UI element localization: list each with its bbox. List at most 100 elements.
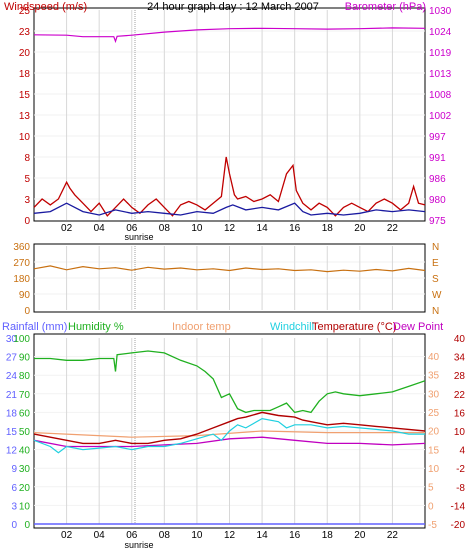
direction-series (33, 265, 426, 273)
wind-series (33, 27, 426, 217)
barometer-axis: 975 980 986 991 997 1002 1008 1013 1019 1024 1030 (429, 6, 452, 227)
temp-x-ticks: 02 04 06 08 10 12 14 16 18 20 22 (61, 530, 398, 541)
hum-tick-5: 50 (19, 427, 31, 438)
indoor-tick-9: 40 (428, 352, 440, 363)
wind-tick-10: 25 (19, 6, 31, 17)
temp-tick-4: 4 (459, 446, 465, 457)
humidity-label: Humidity % (68, 321, 124, 333)
x-tick-18: 18 (322, 530, 334, 541)
x-tick-16: 16 (289, 223, 301, 234)
sunrise-label-2: sunrise (124, 540, 153, 550)
x-tick-20: 20 (354, 530, 366, 541)
baro-tick-1: 980 (429, 195, 446, 206)
temp-tick-6: 16 (454, 408, 466, 419)
hum-tick-1: 10 (19, 501, 31, 512)
rain-tick-7: 21 (6, 390, 18, 401)
temp-grid (34, 338, 425, 524)
average-wind-line (33, 202, 426, 216)
indoor-temp-line (33, 430, 425, 438)
compass-tick-1: W (432, 290, 442, 301)
temp-tick-9: 34 (454, 353, 466, 364)
indoor-tick-2: 5 (428, 483, 434, 494)
baro-tick-10: 1030 (429, 6, 452, 17)
temperature-line (33, 411, 426, 445)
baro-tick-4: 997 (429, 132, 446, 143)
direction-line (33, 265, 426, 273)
rain-tick-1: 3 (11, 501, 17, 512)
hum-tick-8: 80 (19, 371, 31, 382)
dewpoint-label: Dew Point (393, 321, 443, 333)
sunrise-label-1: sunrise (124, 232, 153, 242)
wind-grid (34, 10, 425, 220)
hum-tick-0: 0 (24, 520, 30, 531)
x-tick-22: 22 (387, 223, 399, 234)
x-tick-18: 18 (322, 223, 334, 234)
wind-x-ticks: 02 04 06 08 10 12 14 16 18 20 22 (61, 223, 398, 234)
direction-degree-axis: 0 90 180 270 360 (13, 242, 30, 317)
temp-series (33, 350, 426, 525)
wind-tick-7: 18 (19, 69, 31, 80)
hum-tick-3: 30 (19, 464, 31, 475)
rain-tick-8: 24 (6, 371, 18, 382)
baro-tick-0: 975 (429, 216, 446, 227)
compass-tick-2: S (432, 274, 439, 285)
hum-tick-10: 100 (13, 334, 30, 345)
x-tick-02: 02 (61, 223, 73, 234)
baro-tick-6: 1008 (429, 90, 452, 101)
x-tick-16: 16 (289, 530, 301, 541)
dewpoint-line (33, 436, 426, 448)
wind-tick-3: 8 (24, 153, 30, 164)
x-tick-04: 04 (94, 530, 106, 541)
indoor-tick-5: 20 (428, 427, 440, 438)
dir-tick-3: 270 (13, 258, 30, 269)
wind-tick-5: 13 (19, 111, 31, 122)
x-tick-22: 22 (387, 530, 399, 541)
x-tick-10: 10 (191, 530, 203, 541)
x-tick-12: 12 (224, 530, 236, 541)
wind-tick-4: 10 (19, 132, 31, 143)
baro-tick-3: 991 (429, 153, 446, 164)
baro-tick-8: 1019 (429, 48, 452, 59)
dir-tick-2: 180 (13, 274, 30, 285)
indoor-temp-label: Indoor temp (172, 321, 231, 333)
temperature-axis: -20 -14 -8 -2 4 10 16 22 28 34 40 (451, 334, 466, 531)
hum-tick-2: 20 (19, 483, 31, 494)
x-tick-06: 06 (126, 223, 138, 234)
hum-tick-9: 90 (19, 353, 31, 364)
indoor-tick-4: 15 (428, 445, 440, 456)
wind-tick-6: 15 (19, 90, 31, 101)
temp-tick-8: 28 (454, 371, 466, 382)
wind-tick-2: 5 (24, 174, 30, 185)
rain-tick-5: 15 (6, 427, 18, 438)
rain-tick-4: 12 (6, 446, 18, 457)
wind-tick-0: 0 (24, 216, 30, 227)
indoor-tick-6: 25 (428, 408, 440, 419)
temp-tick-3: -2 (456, 464, 465, 475)
indoor-tick-0: -5 (428, 520, 437, 531)
dir-tick-0: 0 (24, 306, 30, 317)
direction-grid (34, 246, 425, 310)
baro-tick-5: 1002 (429, 111, 452, 122)
x-tick-04: 04 (94, 223, 106, 234)
gust-line (33, 156, 426, 217)
rainfall-label: Rainfall (mm) (2, 321, 67, 333)
humidity-line (34, 350, 426, 414)
windchill-line (33, 417, 425, 454)
temp-tick-1: -14 (451, 501, 466, 512)
rain-tick-2: 6 (11, 483, 17, 494)
x-tick-14: 14 (257, 223, 269, 234)
windchill-label: Windchill (270, 321, 314, 333)
baro-tick-2: 986 (429, 174, 446, 185)
compass-tick-3: E (432, 258, 439, 269)
hum-tick-6: 60 (19, 408, 31, 419)
barometer-label: Barometer (hPa) (345, 1, 426, 13)
indoor-tick-8: 35 (428, 371, 440, 382)
x-tick-08: 08 (159, 223, 171, 234)
indoor-temp-axis: -5 0 5 10 15 20 25 30 35 40 (428, 352, 440, 531)
hum-tick-4: 40 (19, 446, 31, 457)
dir-tick-1: 90 (19, 290, 31, 301)
wind-tick-1: 3 (24, 195, 30, 206)
